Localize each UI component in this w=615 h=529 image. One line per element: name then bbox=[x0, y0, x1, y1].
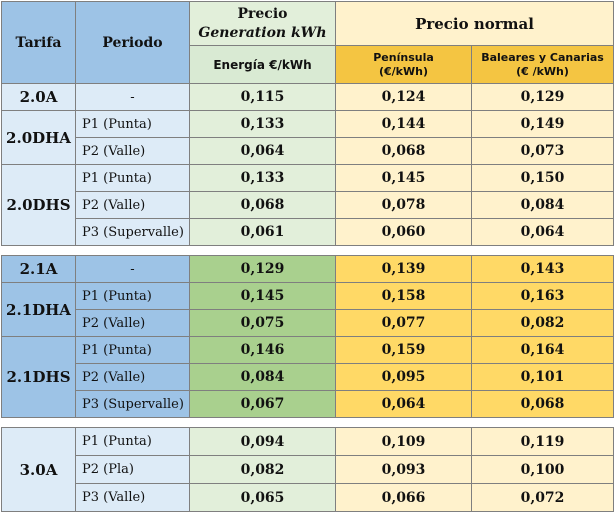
periodo-cell: P2 (Valle) bbox=[75, 191, 190, 219]
periodo-cell: P3 (Supervalle) bbox=[75, 218, 190, 246]
periodo-cell: P1 (Punta) bbox=[75, 164, 190, 192]
baleares-price-cell: 0,143 bbox=[470, 255, 615, 283]
periodo-cell: - bbox=[75, 255, 190, 283]
table-row: P2 (Valle) 0,064 0,068 0,073 bbox=[2, 137, 615, 165]
peninsula-price-cell: 0,144 bbox=[335, 110, 472, 138]
tarifa-cell: 2.1A bbox=[1, 255, 76, 283]
table-row: 3.0A P1 (Punta) 0,094 0,109 0,119 bbox=[1, 427, 615, 512]
generation-price-cell: 0,133 bbox=[189, 164, 336, 192]
generation-price-cell: 0,115 bbox=[189, 83, 336, 111]
generation-price-cell: 0,133 bbox=[189, 110, 336, 138]
tarifa-cell: 3.0A bbox=[1, 427, 76, 512]
header-energia: Energía €/kWh bbox=[189, 45, 336, 84]
peninsula-price-cell: 0,077 bbox=[335, 309, 472, 337]
generation-price-cell: 0,067 bbox=[189, 390, 336, 418]
baleares-price-cell: 0,072 bbox=[470, 483, 615, 512]
header-baleares-line1: Baleares y Canarias bbox=[481, 50, 604, 64]
peninsula-price-cell: 0,068 bbox=[335, 137, 472, 165]
table-row: 2.0DHA P1 (Punta) 0,133 0,144 0,149 bbox=[1, 110, 615, 165]
generation-price-cell: 0,094 bbox=[189, 427, 336, 456]
header-precio-normal: Precio normal bbox=[334, 1, 615, 46]
baleares-price-cell: 0,084 bbox=[470, 191, 615, 219]
periodo-cell: P3 (Valle) bbox=[75, 483, 190, 512]
baleares-price-cell: 0,073 bbox=[470, 137, 615, 165]
baleares-price-cell: 0,119 bbox=[470, 427, 615, 456]
tarifa-cell: 2.0DHA bbox=[1, 110, 76, 165]
generation-price-cell: 0,075 bbox=[189, 309, 336, 337]
header-baleares: Baleares y Canarias (€ /kWh) bbox=[470, 45, 615, 84]
table-row: P2 (Valle) 0,084 0,095 0,101 bbox=[2, 363, 615, 391]
periodo-cell: P2 (Pla) bbox=[75, 455, 190, 484]
peninsula-price-cell: 0,124 bbox=[335, 83, 472, 111]
header-tarifa: Tarifa bbox=[1, 1, 76, 84]
tariff-price-table: Tarifa Periodo Precio Generation kWh Pre… bbox=[1, 1, 615, 512]
table-row: 2.1DHS P1 (Punta) 0,146 0,159 0,164 bbox=[1, 336, 615, 418]
peninsula-price-cell: 0,139 bbox=[335, 255, 472, 283]
group-separator bbox=[1, 245, 614, 256]
peninsula-price-cell: 0,159 bbox=[335, 336, 472, 364]
periodo-cell: P1 (Punta) bbox=[75, 336, 190, 364]
header-peninsula-line1: Península bbox=[373, 50, 434, 64]
peninsula-price-cell: 0,145 bbox=[335, 164, 472, 192]
header-peninsula-line2: (€/kWh) bbox=[378, 64, 428, 78]
generation-price-cell: 0,145 bbox=[189, 282, 336, 310]
group-separator bbox=[1, 417, 614, 428]
generation-price-cell: 0,065 bbox=[189, 483, 336, 512]
peninsula-price-cell: 0,060 bbox=[335, 218, 472, 246]
tarifa-cell: 2.0DHS bbox=[1, 164, 76, 246]
periodo-cell: - bbox=[75, 83, 190, 111]
generation-price-cell: 0,146 bbox=[189, 336, 336, 364]
generation-price-cell: 0,082 bbox=[189, 455, 336, 484]
baleares-price-cell: 0,129 bbox=[470, 83, 615, 111]
generation-price-cell: 0,084 bbox=[189, 363, 336, 391]
table-row: P2 (Pla) 0,082 0,093 0,100 bbox=[2, 455, 615, 484]
table-row: 2.1DHA P1 (Punta) 0,145 0,158 0,163 bbox=[1, 282, 615, 337]
peninsula-price-cell: 0,064 bbox=[335, 390, 472, 418]
table-row: P3 (Supervalle) 0,061 0,060 0,064 bbox=[2, 218, 615, 246]
header-precio-generation: Precio Generation kWh bbox=[189, 1, 336, 46]
table-row: 2.1A - 0,129 0,139 0,143 bbox=[1, 255, 615, 283]
tarifa-cell: 2.1DHA bbox=[1, 282, 76, 337]
peninsula-price-cell: 0,109 bbox=[335, 427, 472, 456]
peninsula-price-cell: 0,095 bbox=[335, 363, 472, 391]
header-peninsula: Península (€/kWh) bbox=[335, 45, 472, 84]
table-row: 2.0A - 0,115 0,124 0,129 bbox=[1, 83, 615, 111]
header-precio-generation-line2: Generation kWh bbox=[198, 24, 327, 41]
baleares-price-cell: 0,082 bbox=[470, 309, 615, 337]
periodo-cell: P1 (Punta) bbox=[75, 427, 190, 456]
table-row: P2 (Valle) 0,075 0,077 0,082 bbox=[2, 309, 615, 337]
generation-price-cell: 0,129 bbox=[189, 255, 336, 283]
generation-price-cell: 0,064 bbox=[189, 137, 336, 165]
table-row: P3 (Valle) 0,065 0,066 0,072 bbox=[2, 483, 615, 512]
periodo-cell: P2 (Valle) bbox=[75, 309, 190, 337]
table-row: P3 (Supervalle) 0,067 0,064 0,068 bbox=[2, 390, 615, 418]
periodo-cell: P2 (Valle) bbox=[75, 137, 190, 165]
periodo-cell: P1 (Punta) bbox=[75, 110, 190, 138]
peninsula-price-cell: 0,093 bbox=[335, 455, 472, 484]
peninsula-price-cell: 0,158 bbox=[335, 282, 472, 310]
periodo-cell: P1 (Punta) bbox=[75, 282, 190, 310]
header-precio-generation-line1: Precio bbox=[237, 5, 288, 22]
baleares-price-cell: 0,149 bbox=[470, 110, 615, 138]
header-periodo: Periodo bbox=[75, 1, 190, 84]
generation-price-cell: 0,068 bbox=[189, 191, 336, 219]
generation-price-cell: 0,061 bbox=[189, 218, 336, 246]
periodo-cell: P2 (Valle) bbox=[75, 363, 190, 391]
baleares-price-cell: 0,150 bbox=[470, 164, 615, 192]
baleares-price-cell: 0,100 bbox=[470, 455, 615, 484]
baleares-price-cell: 0,101 bbox=[470, 363, 615, 391]
peninsula-price-cell: 0,078 bbox=[335, 191, 472, 219]
baleares-price-cell: 0,064 bbox=[470, 218, 615, 246]
peninsula-price-cell: 0,066 bbox=[335, 483, 472, 512]
periodo-cell: P3 (Supervalle) bbox=[75, 390, 190, 418]
tarifa-cell: 2.1DHS bbox=[1, 336, 76, 418]
baleares-price-cell: 0,068 bbox=[470, 390, 615, 418]
baleares-price-cell: 0,164 bbox=[470, 336, 615, 364]
header-baleares-line2: (€ /kWh) bbox=[516, 64, 569, 78]
tarifa-cell: 2.0A bbox=[1, 83, 76, 111]
baleares-price-cell: 0,163 bbox=[470, 282, 615, 310]
table-row: P2 (Valle) 0,068 0,078 0,084 bbox=[2, 191, 615, 219]
table-row: 2.0DHS P1 (Punta) 0,133 0,145 0,150 bbox=[1, 164, 615, 246]
